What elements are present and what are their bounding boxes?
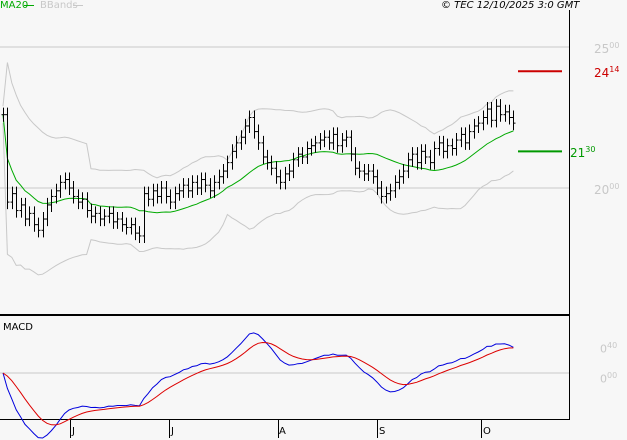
macd-title: MACD [3,322,33,333]
tick-int: 24 [594,66,610,80]
tick-dec: 14 [609,65,620,74]
tick-int: 21 [570,146,586,160]
legend-ma20-swatch [24,5,34,6]
x-tick-label: O [483,426,491,437]
legend-bbands: BBands [40,0,78,11]
macd-tick-000: 000 [600,371,617,386]
price-tick-20: 2000 [594,182,619,197]
bband-lower [2,123,514,276]
tick-dec: 00 [609,182,620,191]
macd-signal-line [2,341,514,426]
macd-line [2,332,514,439]
tick-int: 20 [594,183,610,197]
x-tick-label: J [72,426,75,437]
price-tick-25: 2500 [594,41,619,56]
tick-dec: 00 [607,371,618,380]
x-tick-label: A [279,426,286,437]
legend-bbands-swatch [73,5,83,6]
legend-ma20: MA20 [0,0,29,11]
tick-int: 25 [594,42,610,56]
x-tick-label: S [379,426,386,437]
x-tick-label: J [171,426,174,437]
macd-tick-040: 040 [600,341,617,356]
tick-dec: 00 [609,41,620,50]
last-price-label: 2414 [594,65,619,80]
copyright: © TEC 12/10/2025 3:0 GMT [441,0,580,11]
tick-int: 0 [600,342,607,356]
bband-upper [2,62,514,179]
tick-dec: 40 [607,341,618,350]
ma20-line [2,114,514,214]
tick-int: 0 [600,372,607,386]
ma-last-label: 2130 [570,145,595,160]
tick-dec: 30 [585,145,596,154]
